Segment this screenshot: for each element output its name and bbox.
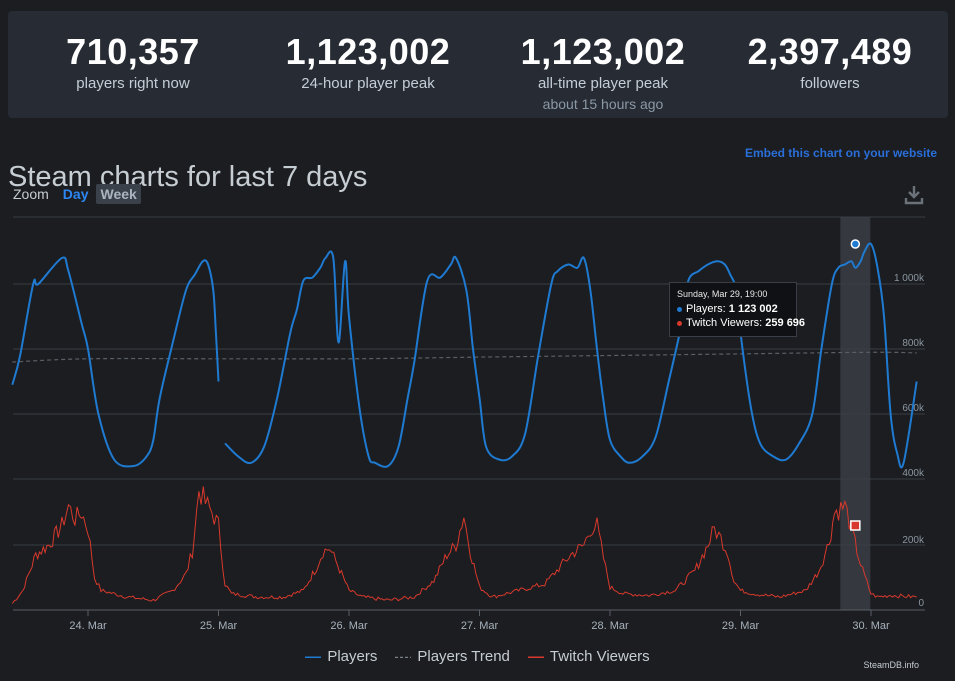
twitch-line-icon	[527, 656, 544, 658]
stat-value: 2,397,489	[747, 31, 913, 72]
x-tick-label: 28. Mar	[591, 620, 629, 632]
tooltip-players-value: 1 123 002	[728, 303, 778, 315]
stat-all-time-peak: 1,123,002 all-time player peak about 15 …	[488, 31, 718, 113]
legend-label: Twitch Viewers	[549, 648, 650, 665]
players-dot-icon	[677, 306, 682, 312]
twitch-hover-marker	[850, 520, 861, 531]
stat-label: players right now	[76, 75, 190, 92]
tooltip-twitch-label: Twitch Viewers:	[686, 317, 766, 329]
stat-label: 24-hour player peak	[301, 75, 435, 92]
x-tick-label: 30. Mar	[852, 620, 890, 632]
zoom-day-button[interactable]: Day	[62, 186, 89, 202]
y-tick-label: 0	[918, 598, 924, 609]
y-tick-label: 800k	[902, 338, 925, 349]
tooltip-players-row: Players: 1 123 002	[677, 302, 789, 316]
embed-chart-link[interactable]: Embed this chart on your website	[744, 146, 937, 160]
stats-panel: 710,357 players right now 1,123,002 24-h…	[8, 11, 948, 118]
players-trend-line	[12, 351, 917, 363]
stat-value: 710,357	[66, 31, 200, 72]
stat-24h-peak: 1,123,002 24-hour player peak	[253, 31, 483, 93]
x-tick-label: 24. Mar	[69, 620, 107, 632]
zoom-label: Zoom	[13, 186, 49, 202]
legend-twitch-viewers[interactable]: Twitch Viewers	[527, 648, 650, 665]
y-tick-label: 200k	[902, 535, 925, 546]
y-tick-label: 1 000k	[894, 273, 925, 284]
chart-tooltip: Sunday, Mar 29, 19:00 Players: 1 123 002…	[669, 282, 805, 337]
players-line	[224, 242, 918, 469]
x-tick-label: 27. Mar	[461, 620, 499, 632]
trend-line-icon	[395, 656, 412, 658]
x-tick-label: 29. Mar	[722, 620, 760, 632]
stat-value: 1,123,002	[520, 31, 686, 72]
x-tick-label: 25. Mar	[200, 620, 238, 632]
steamdb-credit: SteamDB.info	[863, 660, 919, 670]
tooltip-twitch-row: Twitch Viewers: 259 696	[677, 316, 805, 330]
download-icon[interactable]	[903, 184, 925, 206]
stat-value: 1,123,002	[285, 31, 451, 72]
stat-label: all-time player peak	[537, 75, 669, 92]
tooltip-twitch-value: 259 696	[765, 317, 806, 329]
stat-label: followers	[800, 75, 860, 92]
players-hover-marker	[850, 239, 861, 249]
chart-legend: Players Players Trend Twitch Viewers	[0, 648, 955, 665]
tooltip-players-label: Players:	[686, 303, 729, 315]
zoom-controls: Zoom Day Week	[13, 184, 145, 204]
page-title: Steam charts for last 7 days	[8, 161, 368, 194]
legend-players[interactable]: Players	[305, 648, 377, 665]
legend-players-trend[interactable]: Players Trend	[395, 648, 510, 665]
tooltip-date: Sunday, Mar 29, 19:00	[677, 289, 768, 299]
x-tick-label: 26. Mar	[330, 620, 368, 632]
players-line-icon	[305, 656, 322, 658]
zoom-week-button[interactable]: Week	[96, 184, 141, 204]
stat-sub: about 15 hours ago	[542, 96, 664, 112]
players-line	[11, 256, 220, 468]
legend-label: Players Trend	[417, 648, 510, 665]
legend-label: Players	[327, 648, 378, 665]
twitch-dot-icon	[677, 320, 682, 326]
stat-followers: 2,397,489 followers	[715, 31, 945, 93]
y-tick-label: 400k	[902, 468, 925, 479]
stat-players-now: 710,357 players right now	[18, 31, 248, 93]
twitch-viewers-line	[11, 486, 917, 604]
